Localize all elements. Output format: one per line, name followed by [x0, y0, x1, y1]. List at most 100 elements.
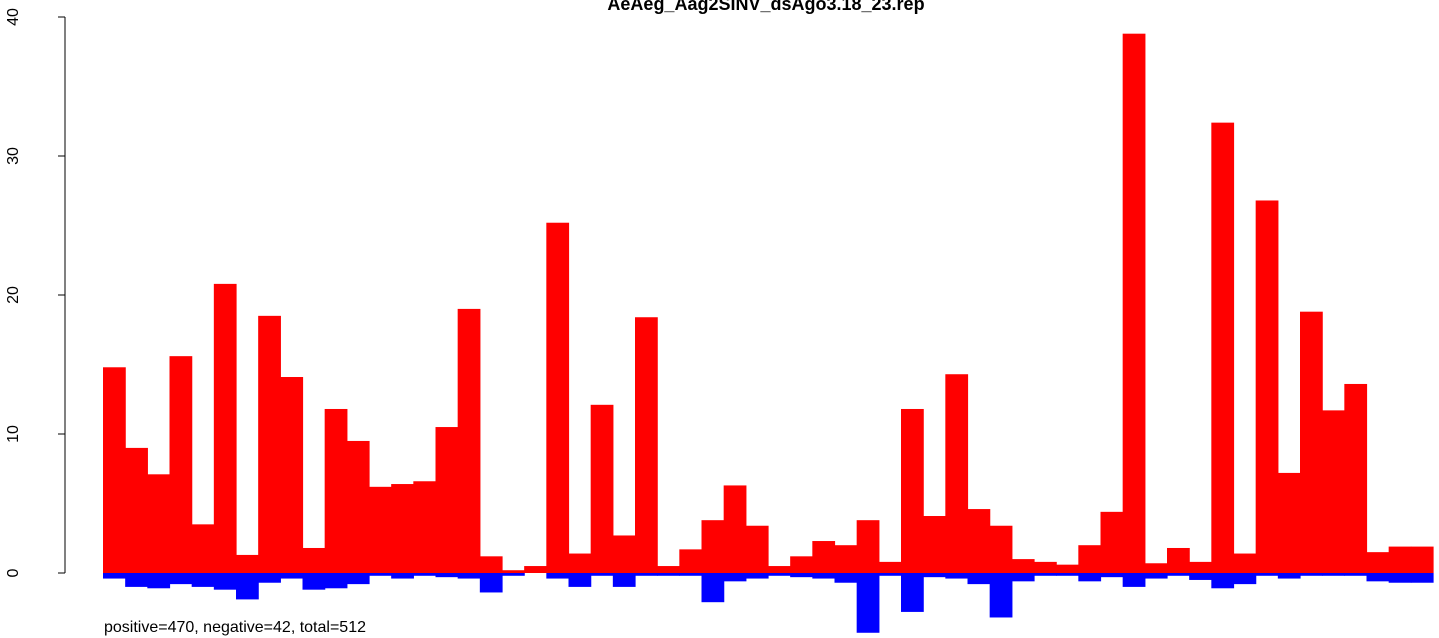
y-tick-label: 10 — [5, 425, 22, 443]
positive-bar — [834, 545, 858, 573]
negative-bar — [1255, 573, 1279, 576]
positive-bar — [1255, 200, 1279, 574]
positive-bar — [923, 516, 946, 573]
negative-bar — [967, 573, 991, 585]
positive-bar — [147, 474, 171, 573]
positive-bars — [103, 33, 1434, 574]
negative-bar — [324, 573, 348, 589]
negative-bar — [856, 573, 880, 633]
positive-bar — [280, 377, 304, 573]
negative-bar — [723, 573, 747, 582]
negative-bar — [923, 573, 946, 578]
negative-bars — [103, 573, 1434, 633]
y-tick-label: 40 — [5, 8, 22, 26]
positive-bar — [635, 317, 658, 573]
negative-bar — [457, 573, 481, 579]
negative-bar — [657, 573, 680, 576]
positive-bar — [236, 554, 259, 573]
positive-bar — [1322, 410, 1345, 573]
negative-bar — [1167, 573, 1190, 576]
y-axis: 0 10 20 30 40 — [5, 8, 66, 577]
positive-bar — [479, 556, 503, 573]
negative-bar — [191, 573, 215, 587]
negative-bar — [1300, 573, 1323, 576]
negative-bar — [745, 573, 769, 579]
positive-bar — [413, 481, 437, 573]
negative-bar — [479, 573, 503, 593]
positive-bar — [191, 524, 215, 573]
negative-bar — [1322, 573, 1345, 576]
negative-bar — [1211, 573, 1235, 589]
positive-bar — [1078, 545, 1102, 573]
positive-bar — [878, 561, 902, 573]
positive-bar — [679, 549, 703, 573]
negative-bar — [1233, 573, 1257, 585]
negative-bar — [612, 573, 636, 587]
negative-bar — [125, 573, 148, 587]
positive-bar — [1410, 546, 1434, 573]
negative-bar — [546, 573, 570, 579]
positive-bar — [790, 556, 813, 573]
positive-bar — [1366, 552, 1390, 573]
positive-bar — [812, 541, 836, 573]
positive-bar — [701, 520, 725, 573]
negative-bar — [834, 573, 858, 583]
positive-bar — [1011, 559, 1035, 573]
positive-bar — [723, 485, 747, 573]
negative-bar — [989, 573, 1013, 618]
negative-bar — [1011, 573, 1035, 582]
positive-bar — [590, 404, 614, 573]
negative-bar — [812, 573, 836, 579]
y-tick-label: 20 — [5, 286, 22, 304]
negative-bar — [302, 573, 326, 590]
positive-bar — [612, 535, 636, 573]
negative-bar — [147, 573, 171, 589]
negative-bar — [435, 573, 459, 578]
negative-bar — [901, 573, 924, 612]
negative-bar — [790, 573, 813, 578]
negative-bar — [945, 573, 969, 579]
negative-bar — [878, 573, 902, 576]
positive-bar — [103, 367, 126, 573]
positive-bar — [901, 408, 924, 573]
negative-bar — [1344, 573, 1368, 576]
positive-bar — [457, 308, 481, 573]
positive-bar — [502, 570, 525, 573]
y-tick-label: 0 — [5, 568, 22, 577]
positive-bar — [1034, 561, 1057, 573]
positive-bar — [967, 509, 991, 573]
negative-bar — [635, 573, 658, 576]
negative-bar — [1366, 573, 1390, 582]
positive-bar — [1233, 553, 1257, 573]
positive-bar — [213, 283, 237, 573]
positive-bar — [1167, 547, 1190, 573]
positive-bar — [1189, 561, 1212, 573]
negative-bar — [1034, 573, 1057, 576]
positive-bar — [1211, 122, 1235, 573]
positive-bar — [1100, 511, 1124, 573]
positive-bar — [546, 222, 570, 573]
negative-bar — [701, 573, 725, 603]
negative-bar — [103, 573, 126, 579]
positive-bar — [324, 408, 348, 573]
positive-bar — [169, 356, 193, 573]
negative-bar — [236, 573, 259, 600]
positive-bar — [1144, 563, 1168, 573]
negative-bar — [258, 573, 281, 583]
positive-bar — [945, 374, 969, 573]
positive-bar — [302, 547, 326, 573]
positive-bar — [346, 440, 370, 573]
negative-bar — [369, 573, 392, 576]
chart-title: AeAeg_Aag2SINV_dsAgo3.18_23.rep — [607, 0, 924, 14]
negative-bar — [213, 573, 237, 590]
negative-bar — [1100, 573, 1124, 578]
positive-bar — [989, 525, 1013, 573]
negative-bar — [1277, 573, 1301, 579]
negative-bar — [768, 573, 791, 576]
positive-bar — [391, 484, 414, 573]
negative-bar — [1410, 573, 1434, 583]
negative-bar — [413, 573, 437, 576]
negative-bar — [1189, 573, 1212, 580]
negative-bar — [391, 573, 414, 579]
